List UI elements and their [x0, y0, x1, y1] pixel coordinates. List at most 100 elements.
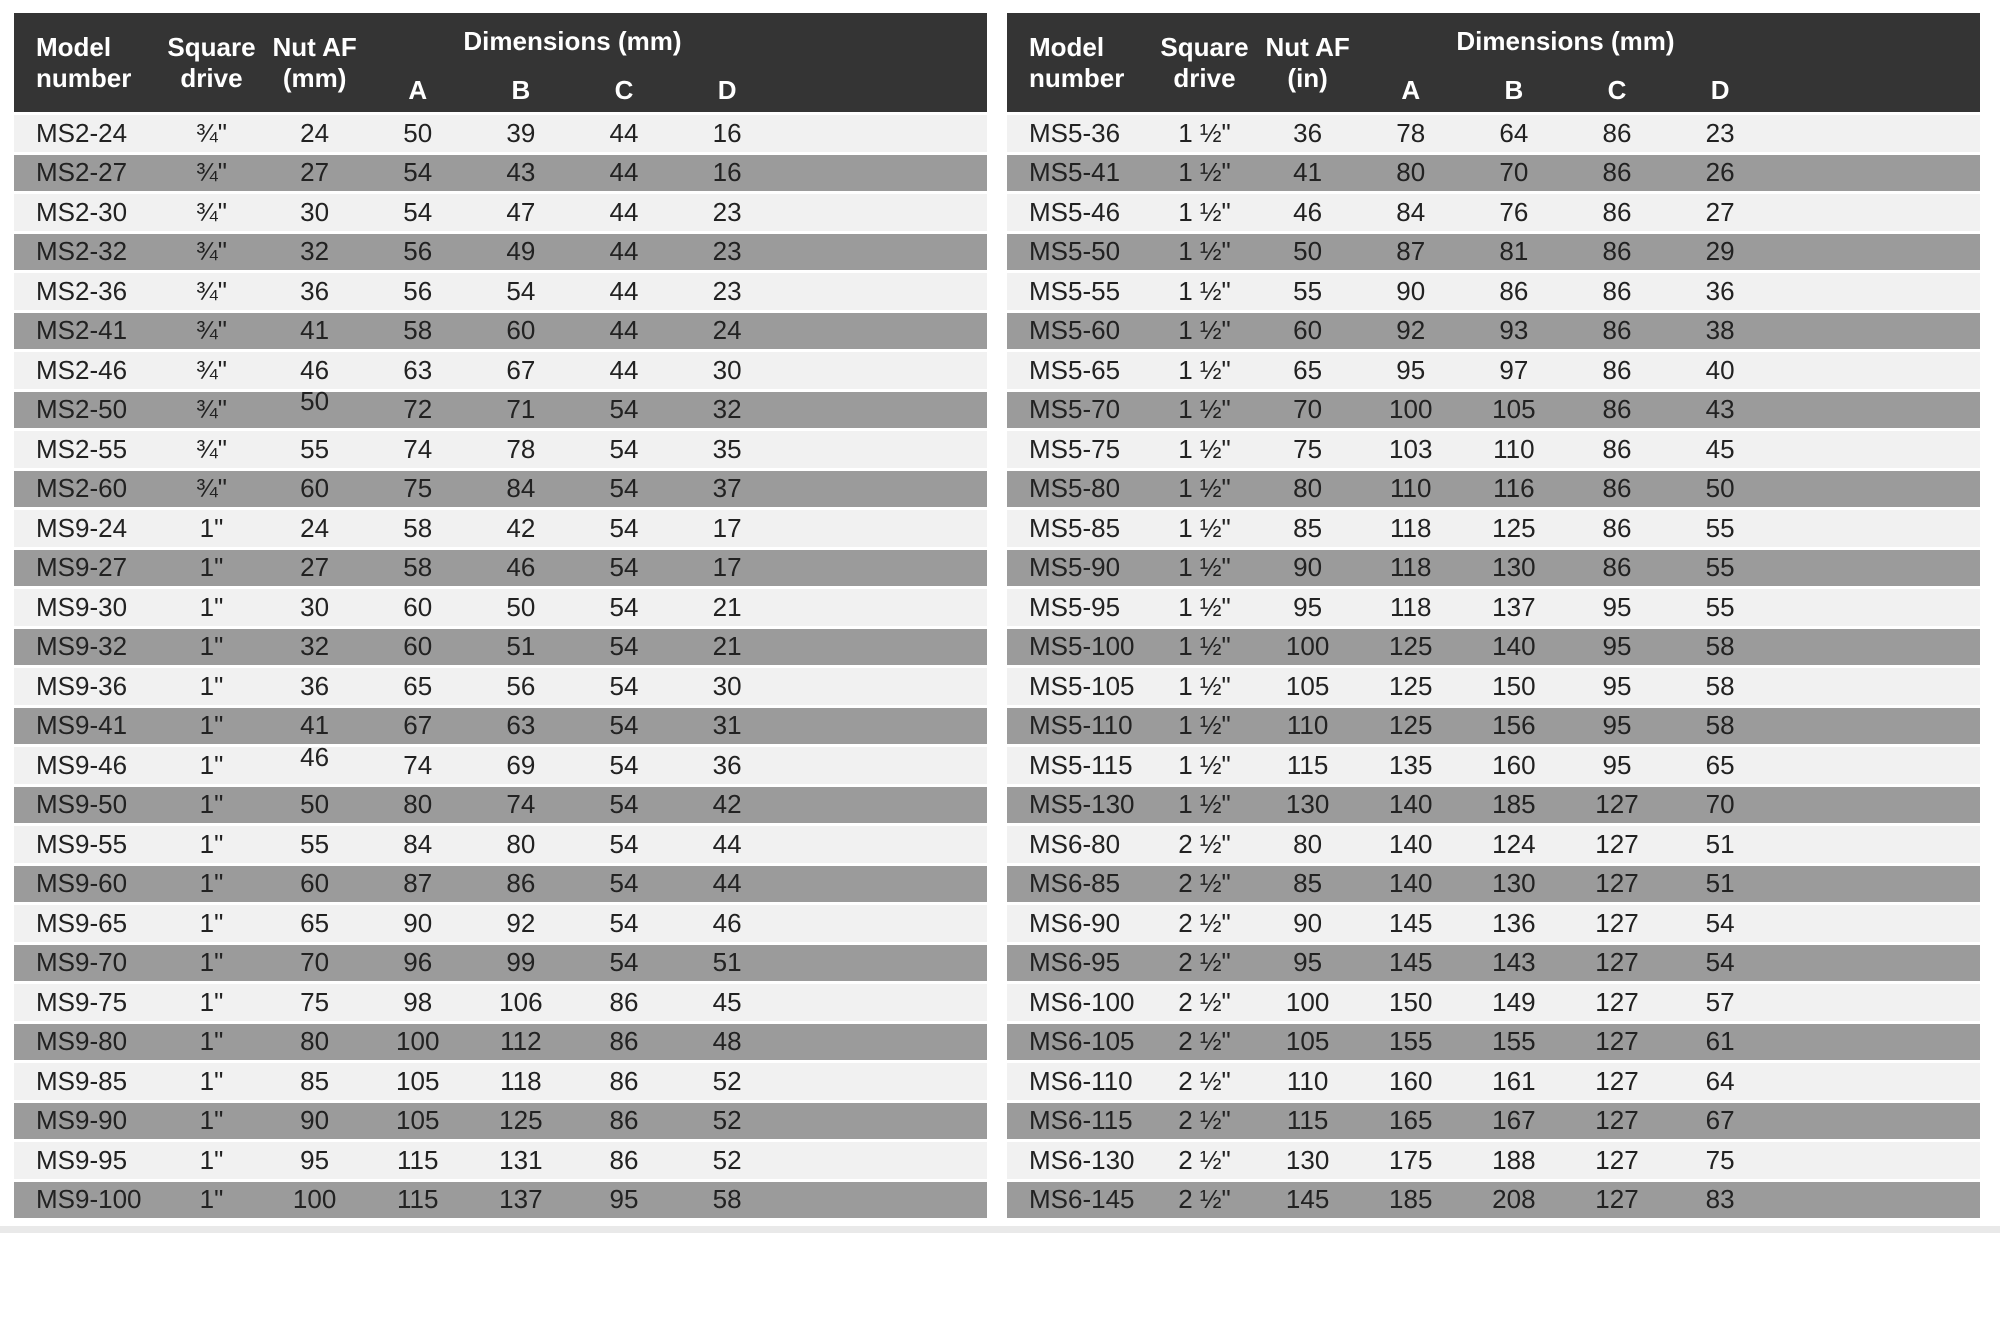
cell-dim-d: 54: [1668, 902, 1772, 942]
cell-model: MS5-46: [1007, 191, 1153, 231]
cell-nut-af: 70: [1256, 388, 1360, 428]
table-body: MS5-36 1 ½" 36 78 64 86 23 MS5-41 1 ½" 41 80 70 86 26…: [1007, 112, 1980, 1218]
cell-nut-af: 32: [263, 625, 367, 665]
table-row: MS6-110 2 ½" 110 160 161 127 64: [1007, 1060, 1980, 1100]
cell-nut-af: 27: [263, 546, 367, 586]
cell-nut-af: 100: [1256, 625, 1360, 665]
cell-filler: [1771, 1020, 1980, 1060]
cell-square-drive: 1": [159, 704, 264, 744]
cell-dim-d: 61: [1668, 1020, 1772, 1060]
cell-square-drive: 1": [159, 744, 264, 784]
cell-dim-c: 95: [1565, 665, 1669, 705]
cell-square-drive: 1 ½": [1152, 191, 1257, 231]
cell-dim-c: 54: [572, 586, 676, 626]
cell-dim-b: 150: [1462, 665, 1566, 705]
cell-model: MS9-60: [14, 862, 160, 902]
cell-filler: [1771, 941, 1980, 981]
cell-dim-d: 52: [675, 1060, 779, 1100]
cell-square-drive: 1": [159, 1099, 264, 1139]
cell-dim-c: 54: [572, 388, 676, 428]
cell-filler: [1771, 823, 1980, 863]
cell-filler: [778, 230, 987, 270]
cell-dim-a: 95: [1359, 349, 1463, 389]
cell-dim-c: 127: [1565, 1178, 1669, 1218]
cell-dim-d: 44: [675, 862, 779, 902]
cell-dim-d: 17: [675, 546, 779, 586]
cell-dim-d: 51: [1668, 862, 1772, 902]
cell-model: MS5-90: [1007, 546, 1153, 586]
cell-square-drive: 1": [159, 1020, 264, 1060]
cell-dim-a: 145: [1359, 941, 1463, 981]
table-row: MS9-30 1" 30 60 50 54 21: [14, 586, 987, 626]
column-header-square-drive: Square drive: [1152, 13, 1257, 112]
cell-dim-a: 140: [1359, 783, 1463, 823]
cell-dim-b: 67: [469, 349, 573, 389]
cell-square-drive: 2 ½": [1152, 981, 1257, 1021]
cell-model: MS6-85: [1007, 862, 1153, 902]
cell-dim-b: 60: [469, 309, 573, 349]
cell-model: MS2-46: [14, 349, 160, 389]
cell-model: MS5-70: [1007, 388, 1153, 428]
cell-dim-c: 86: [1565, 270, 1669, 310]
column-header-square-drive: Square drive: [159, 13, 264, 112]
cell-model: MS2-60: [14, 467, 160, 507]
cell-dim-d: 46: [675, 902, 779, 942]
cell-nut-af: 50: [1256, 230, 1360, 270]
cell-dim-a: 84: [366, 823, 470, 863]
cell-model: MS9-100: [14, 1178, 160, 1218]
cell-dim-a: 92: [1359, 309, 1463, 349]
cell-dim-d: 44: [675, 823, 779, 863]
cell-dim-b: 188: [1462, 1139, 1566, 1179]
cell-filler: [778, 309, 987, 349]
cell-square-drive: 1": [159, 941, 264, 981]
cell-nut-af: 90: [263, 1099, 367, 1139]
cell-filler: [1771, 1178, 1980, 1218]
cell-dim-b: 86: [1462, 270, 1566, 310]
bottom-strip: [0, 1226, 2000, 1233]
cell-filler: [778, 941, 987, 981]
table-row: MS5-90 1 ½" 90 118 130 86 55: [1007, 546, 1980, 586]
cell-dim-a: 87: [1359, 230, 1463, 270]
cell-dim-d: 55: [1668, 546, 1772, 586]
cell-filler: [1771, 546, 1980, 586]
cell-nut-af: 41: [1256, 151, 1360, 191]
cell-dim-b: 124: [1462, 823, 1566, 863]
table-row: MS6-80 2 ½" 80 140 124 127 51: [1007, 823, 1980, 863]
cell-dim-d: 30: [675, 665, 779, 705]
cell-nut-af: 115: [1256, 1099, 1360, 1139]
cell-model: MS2-24: [14, 112, 160, 152]
cell-dim-d: 45: [1668, 428, 1772, 468]
cell-filler: [1771, 467, 1980, 507]
table-row: MS9-32 1" 32 60 51 54 21: [14, 625, 987, 665]
table-row: MS5-80 1 ½" 80 110 116 86 50: [1007, 467, 1980, 507]
table-row: MS2-32 ¾" 32 56 49 44 23: [14, 230, 987, 270]
cell-dim-d: 23: [675, 230, 779, 270]
cell-dim-c: 54: [572, 941, 676, 981]
cell-model: MS5-75: [1007, 428, 1153, 468]
cell-model: MS5-60: [1007, 309, 1153, 349]
cell-dim-b: 137: [1462, 586, 1566, 626]
column-header-nut-af: Nut AF (mm): [263, 13, 367, 112]
cell-model: MS6-115: [1007, 1099, 1153, 1139]
cell-dim-a: 67: [366, 704, 470, 744]
cell-model: MS5-55: [1007, 270, 1153, 310]
cell-nut-af: 46: [263, 742, 367, 784]
cell-dim-c: 54: [572, 467, 676, 507]
table-row: MS9-95 1" 95 115 131 86 52: [14, 1139, 987, 1179]
cell-dim-a: 118: [1359, 586, 1463, 626]
cell-dim-b: 78: [469, 428, 573, 468]
cell-nut-af: 75: [263, 981, 367, 1021]
cell-dim-c: 54: [572, 665, 676, 705]
cell-dim-d: 40: [1668, 349, 1772, 389]
cell-dim-c: 86: [1565, 467, 1669, 507]
cell-model: MS6-105: [1007, 1020, 1153, 1060]
table-row: MS6-145 2 ½" 145 185 208 127 83: [1007, 1178, 1980, 1218]
cell-dim-a: 125: [1359, 704, 1463, 744]
column-group-dimensions: Dimensions (mm): [1359, 13, 1772, 69]
cell-filler: [778, 546, 987, 586]
cell-filler: [1771, 507, 1980, 547]
cell-dim-a: 56: [366, 230, 470, 270]
cell-square-drive: 1 ½": [1152, 744, 1257, 784]
cell-dim-d: 16: [675, 112, 779, 152]
column-header-dim-a: A: [366, 69, 470, 112]
